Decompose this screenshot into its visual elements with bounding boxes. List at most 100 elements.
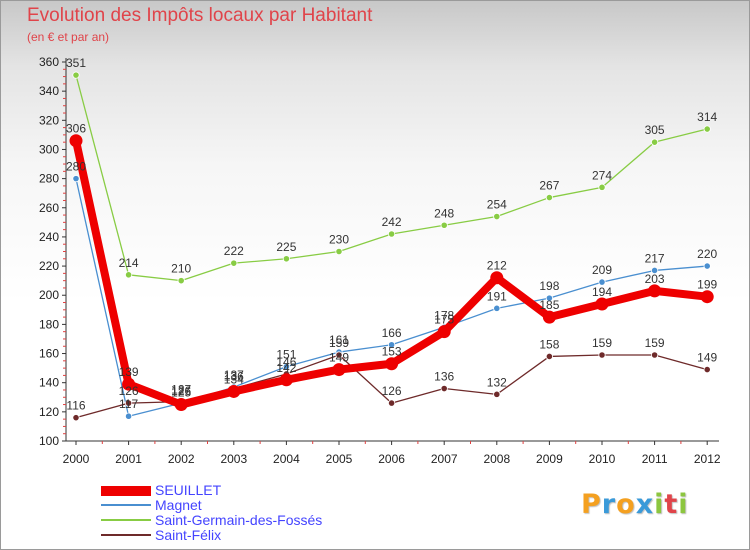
data-label-seuillet: 194 bbox=[592, 285, 612, 299]
y-tick-label: 100 bbox=[39, 434, 59, 448]
data-label-seuillet: 142 bbox=[276, 361, 296, 375]
logo-letter: i bbox=[654, 489, 665, 520]
y-tick-label: 200 bbox=[39, 288, 59, 302]
data-label-magnet: 220 bbox=[697, 247, 717, 261]
data-label-magnet: 191 bbox=[487, 289, 507, 303]
data-point-seuillet bbox=[279, 373, 293, 387]
data-point-magnet bbox=[493, 304, 501, 312]
x-tick-label: 2000 bbox=[63, 452, 90, 466]
x-tick-label: 2004 bbox=[273, 452, 300, 466]
series-layer bbox=[69, 71, 714, 422]
logo-letter: o bbox=[616, 489, 636, 520]
x-tick-label: 2002 bbox=[168, 452, 195, 466]
legend-item-seuillet[interactable]: SEUILLET bbox=[101, 482, 401, 498]
data-point-seuillet bbox=[174, 398, 188, 412]
data-point-saint-germain-des-foss-s bbox=[703, 125, 711, 133]
y-tick-label: 260 bbox=[39, 201, 59, 215]
data-label-saint-germain-des-foss-s: 351 bbox=[66, 56, 86, 70]
data-label-seuillet: 153 bbox=[382, 345, 402, 359]
data-label-seuillet: 199 bbox=[697, 278, 717, 292]
data-point-saint-germain-des-foss-s bbox=[335, 247, 343, 256]
data-label-saint-f-lix: 159 bbox=[592, 336, 612, 350]
data-point-saint-germain-des-foss-s bbox=[440, 221, 448, 229]
y-tick-label: 280 bbox=[39, 172, 59, 186]
chart-title: Evolution des Impôts locaux par Habitant bbox=[27, 5, 373, 26]
data-label-saint-f-lix: 159 bbox=[645, 336, 665, 350]
y-tick-label: 120 bbox=[39, 405, 59, 419]
data-point-saint-f-lix bbox=[387, 399, 396, 407]
data-label-saint-germain-des-foss-s: 274 bbox=[592, 168, 612, 182]
data-point-seuillet bbox=[542, 310, 556, 324]
data-label-saint-f-lix: 136 bbox=[224, 370, 244, 384]
data-label-seuillet: 134 bbox=[224, 372, 244, 386]
legend-swatch-seuillet bbox=[101, 486, 151, 496]
y-tick-label: 340 bbox=[39, 84, 59, 98]
data-label-seuillet: 175 bbox=[434, 313, 454, 327]
data-point-seuillet bbox=[595, 297, 609, 311]
data-label-magnet: 198 bbox=[539, 279, 559, 293]
data-point-seuillet bbox=[227, 384, 241, 398]
data-point-saint-f-lix bbox=[72, 414, 80, 422]
data-point-saint-f-lix bbox=[440, 384, 448, 393]
data-label-saint-f-lix: 132 bbox=[487, 375, 507, 389]
legend-label-magnet: Magnet bbox=[155, 497, 202, 513]
data-point-saint-germain-des-foss-s bbox=[125, 271, 133, 279]
data-label-seuillet: 203 bbox=[645, 272, 665, 286]
data-label-seuillet: 125 bbox=[171, 386, 191, 400]
data-label-saint-germain-des-foss-s: 305 bbox=[645, 123, 665, 137]
data-label-saint-f-lix: 127 bbox=[171, 383, 191, 397]
data-point-saint-germain-des-foss-s bbox=[230, 259, 238, 267]
y-tick-label: 140 bbox=[39, 376, 59, 390]
data-label-saint-germain-des-foss-s: 210 bbox=[171, 262, 191, 276]
chart-subtitle: (en € et par an) bbox=[27, 30, 110, 44]
data-label-saint-f-lix: 158 bbox=[539, 337, 559, 351]
proxiti-logo: Proxiti bbox=[581, 489, 689, 520]
legend-item-magnet[interactable]: Magnet bbox=[101, 497, 401, 513]
data-label-magnet: 166 bbox=[382, 326, 402, 340]
y-tick-label: 320 bbox=[39, 113, 59, 127]
data-label-magnet: 217 bbox=[645, 251, 665, 265]
legend-item-saint-felix[interactable]: Saint-Félix bbox=[101, 527, 401, 543]
data-point-seuillet bbox=[437, 325, 451, 339]
data-label-saint-germain-des-foss-s: 267 bbox=[539, 179, 559, 193]
data-point-magnet bbox=[387, 341, 396, 349]
data-point-saint-germain-des-foss-s bbox=[177, 277, 185, 285]
data-point-seuillet bbox=[490, 271, 504, 285]
data-label-saint-f-lix: 146 bbox=[276, 355, 296, 369]
data-label-saint-germain-des-foss-s: 314 bbox=[697, 110, 717, 124]
legend-label-saint-germain: Saint-Germain-des-Fossés bbox=[155, 512, 323, 528]
legend-label-saint-felix: Saint-Félix bbox=[155, 527, 222, 543]
data-point-seuillet bbox=[69, 134, 83, 148]
data-point-seuillet bbox=[122, 377, 136, 391]
x-tick-label: 2010 bbox=[589, 452, 616, 466]
data-label-saint-f-lix: 116 bbox=[66, 399, 85, 413]
data-point-magnet bbox=[545, 294, 554, 302]
data-label-magnet: 178 bbox=[434, 308, 454, 322]
data-point-saint-germain-des-foss-s bbox=[387, 230, 396, 238]
data-point-magnet bbox=[282, 363, 290, 371]
y-tick-label: 220 bbox=[39, 259, 59, 273]
data-label-saint-f-lix: 149 bbox=[697, 351, 717, 365]
data-point-saint-germain-des-foss-s bbox=[598, 183, 606, 191]
x-tick-label: 2005 bbox=[326, 452, 353, 466]
data-point-magnet bbox=[650, 266, 659, 275]
legend: SEUILLET Magnet Saint-Germain-des-Fossés… bbox=[101, 482, 401, 543]
data-label-magnet: 126 bbox=[171, 384, 191, 398]
x-tick-label: 2008 bbox=[483, 452, 510, 466]
data-label-saint-germain-des-foss-s: 248 bbox=[434, 206, 454, 220]
data-point-saint-f-lix bbox=[598, 351, 606, 359]
data-point-seuillet bbox=[385, 357, 399, 371]
data-point-saint-germain-des-foss-s bbox=[493, 212, 501, 221]
data-label-saint-f-lix: 159 bbox=[329, 336, 349, 350]
y-tick-label: 360 bbox=[39, 55, 59, 69]
data-point-saint-f-lix bbox=[335, 351, 343, 359]
data-point-magnet bbox=[72, 175, 80, 183]
legend-item-saint-germain[interactable]: Saint-Germain-des-Fossés bbox=[101, 512, 401, 528]
data-point-saint-germain-des-foss-s bbox=[650, 138, 659, 146]
logo-letter: P bbox=[581, 489, 602, 520]
x-tick-label: 2011 bbox=[642, 452, 668, 466]
y-tick-label: 180 bbox=[39, 317, 59, 331]
data-label-saint-f-lix: 126 bbox=[382, 384, 402, 398]
